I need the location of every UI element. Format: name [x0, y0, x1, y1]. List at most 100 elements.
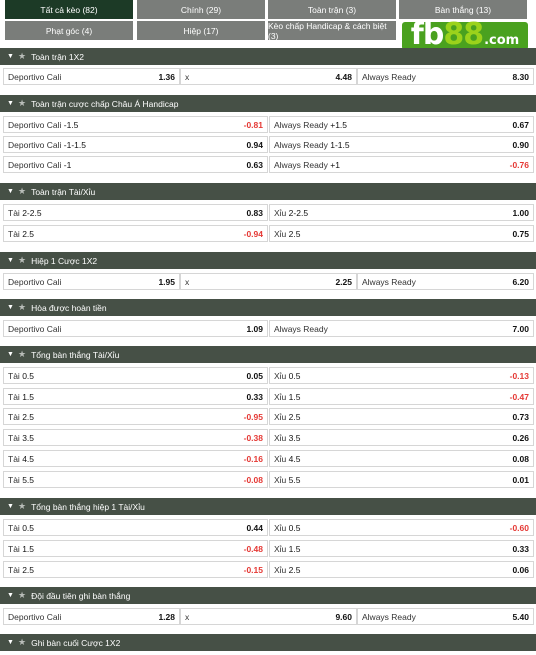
odds-cell-away[interactable]: Always Ready 8.30 [357, 68, 534, 85]
odds-cell-over[interactable]: Tài 1.5 0.33 [3, 388, 268, 405]
collapse-arrow-icon[interactable]: ▼ [7, 639, 14, 646]
odds-cell-under[interactable]: Xỉu 1.5 0.33 [269, 540, 534, 557]
section-header[interactable]: ▼ ★ Toàn trận cược chấp Châu Á Handicap [0, 95, 536, 112]
star-icon[interactable]: ★ [18, 51, 27, 61]
odds-cell-draw[interactable]: x 4.48 [180, 68, 357, 85]
handicap-line: +1.5 [330, 119, 348, 130]
tab-handicap[interactable]: Kèo chấp Handicap & cách biệt (3) [268, 21, 396, 41]
odds-cell-over[interactable]: Tài 2.5 -0.95 [3, 408, 268, 425]
odds-cell-under[interactable]: Xỉu 5.5 0.01 [269, 471, 534, 488]
odds-cell-none[interactable]: x 9.60 [180, 608, 357, 625]
tab-corners[interactable]: Phạt góc (4) [5, 21, 133, 40]
tab-all-markets[interactable]: Tất cả kèo (82) [5, 0, 133, 19]
selection-name: Xỉu 2-2.5 [274, 208, 308, 218]
star-icon[interactable]: ★ [18, 590, 27, 600]
collapse-arrow-icon[interactable]: ▼ [7, 53, 14, 60]
odds-value: -0.16 [243, 453, 263, 464]
odds-cell-over[interactable]: Tài 5.5 -0.08 [3, 471, 268, 488]
odds-cell-over[interactable]: Tài 3.5 -0.38 [3, 429, 268, 446]
odds-cell-away[interactable]: Always Ready 7.00 [269, 320, 534, 337]
star-icon[interactable]: ★ [18, 255, 27, 265]
section-header[interactable]: ▼ ★ Toàn trận Tài/Xỉu [0, 183, 536, 200]
odds-cell-under[interactable]: Xỉu 2.5 0.73 [269, 408, 534, 425]
odds-value: 1.09 [246, 323, 263, 334]
collapse-arrow-icon[interactable]: ▼ [7, 257, 14, 264]
odds-cell-home[interactable]: Deportivo Cali -1 0.63 [3, 156, 268, 173]
star-icon[interactable]: ★ [18, 302, 27, 312]
odds-cell-under[interactable]: Xỉu 2.5 0.06 [269, 561, 534, 578]
total-line: 2.5 [22, 564, 35, 575]
tab-goals[interactable]: Bàn thắng (13) [399, 0, 527, 19]
selection-name: Always Ready +1 [274, 160, 340, 170]
selection-name: Xỉu 3.5 [274, 433, 301, 443]
odds-cell-home[interactable]: Deportivo Cali 1.28 [3, 608, 180, 625]
tab-main[interactable]: Chính (29) [137, 0, 265, 19]
odds-cell-under[interactable]: Xỉu 0.5 -0.60 [269, 519, 534, 536]
odds-cell-home[interactable]: Deportivo Cali 1.95 [3, 273, 180, 290]
star-icon[interactable]: ★ [18, 349, 27, 359]
odds-cell-away[interactable]: Always Ready 1-1.5 0.90 [269, 136, 534, 153]
over-label: Tài [8, 207, 20, 218]
odds-value: 7.00 [512, 323, 529, 334]
odds-cell-over[interactable]: Tài 0.5 0.05 [3, 367, 268, 384]
odds-value: 0.33 [246, 391, 263, 402]
odds-cell-over[interactable]: Tài 2-2.5 0.83 [3, 204, 268, 221]
odds-cell-under[interactable]: Xỉu 3.5 0.26 [269, 429, 534, 446]
section-header[interactable]: ▼ ★ Ghi bàn cuối Cược 1X2 [0, 634, 536, 651]
odds-cell-away[interactable]: Always Ready 6.20 [357, 273, 534, 290]
section-header[interactable]: ▼ ★ Đội đầu tiên ghi bàn thắng [0, 587, 536, 604]
under-label: Xỉu [274, 522, 287, 533]
selection-name: Always Ready [362, 71, 416, 82]
odds-cell-over[interactable]: Tài 2.5 -0.15 [3, 561, 268, 578]
odds-cell-home[interactable]: Deportivo Cali -1.5 -0.81 [3, 116, 268, 133]
collapse-arrow-icon[interactable]: ▼ [7, 304, 14, 311]
collapse-arrow-icon[interactable]: ▼ [7, 188, 14, 195]
odds-cell-away[interactable]: Always Ready +1.5 0.67 [269, 116, 534, 133]
total-line: 3.5 [288, 432, 301, 443]
odds-cell-over[interactable]: Tài 4.5 -0.16 [3, 450, 268, 467]
odds-cell-under[interactable]: Xỉu 2-2.5 1.00 [269, 204, 534, 221]
total-line: 5.5 [22, 474, 35, 485]
odds-cell-under[interactable]: Xỉu 0.5 -0.13 [269, 367, 534, 384]
section-title: Toàn trận Tài/Xỉu [31, 186, 96, 197]
collapse-arrow-icon[interactable]: ▼ [7, 351, 14, 358]
odds-cell-home[interactable]: Deportivo Cali -1-1.5 0.94 [3, 136, 268, 153]
section-header[interactable]: ▼ ★ Tổng bàn thắng hiệp 1 Tài/Xỉu [0, 498, 536, 515]
odds-value: -0.15 [243, 564, 263, 575]
odds-cell-draw[interactable]: x 2.25 [180, 273, 357, 290]
section-header[interactable]: ▼ ★ Hiệp 1 Cược 1X2 [0, 252, 536, 269]
section-header[interactable]: ▼ ★ Tổng bàn thắng Tài/Xỉu [0, 346, 536, 363]
section-header[interactable]: ▼ ★ Hòa được hoàn tiền [0, 299, 536, 316]
odds-cell-under[interactable]: Xỉu 4.5 0.08 [269, 450, 534, 467]
tab-full-time[interactable]: Toàn trận (3) [268, 0, 396, 19]
total-line: 0.5 [288, 522, 301, 533]
odds-cell-home[interactable]: Deportivo Cali 1.09 [3, 320, 268, 337]
odds-cell-away[interactable]: Always Ready 5.40 [357, 608, 534, 625]
selection-name: Tài 5.5 [8, 475, 34, 485]
team-name: Deportivo Cali [8, 139, 62, 150]
total-line: 1.5 [288, 543, 301, 554]
selection-name: Xỉu 2.5 [274, 229, 301, 239]
odds-cell-over[interactable]: Tài 2.5 -0.94 [3, 225, 268, 242]
section-title: Tổng bàn thắng hiệp 1 Tài/Xỉu [31, 501, 145, 512]
section-header[interactable]: ▼ ★ Toàn trận 1X2 [0, 48, 536, 65]
collapse-arrow-icon[interactable]: ▼ [7, 100, 14, 107]
odds-row: Tài 3.5 -0.38 Xỉu 3.5 0.26 [0, 429, 536, 446]
odds-cell-over[interactable]: Tài 0.5 0.44 [3, 519, 268, 536]
star-icon[interactable]: ★ [18, 186, 27, 196]
odds-cell-under[interactable]: Xỉu 2.5 0.75 [269, 225, 534, 242]
odds-cell-home[interactable]: Deportivo Cali 1.36 [3, 68, 180, 85]
fb88-logo[interactable]: fb88 .com [400, 20, 530, 50]
odds-cell-over[interactable]: Tài 1.5 -0.48 [3, 540, 268, 557]
odds-row: Tài 2.5 -0.94 Xỉu 2.5 0.75 [0, 225, 536, 242]
odds-cell-away[interactable]: Always Ready +1 -0.76 [269, 156, 534, 173]
odds-cell-under[interactable]: Xỉu 1.5 -0.47 [269, 388, 534, 405]
selection-name: Xỉu 1.5 [274, 544, 301, 554]
star-icon[interactable]: ★ [18, 501, 27, 511]
star-icon[interactable]: ★ [18, 98, 27, 108]
collapse-arrow-icon[interactable]: ▼ [7, 503, 14, 510]
odds-row: Tài 2.5 -0.15 Xỉu 2.5 0.06 [0, 561, 536, 578]
tab-halves[interactable]: Hiệp (17) [137, 21, 265, 40]
star-icon[interactable]: ★ [18, 637, 27, 647]
collapse-arrow-icon[interactable]: ▼ [7, 592, 14, 599]
